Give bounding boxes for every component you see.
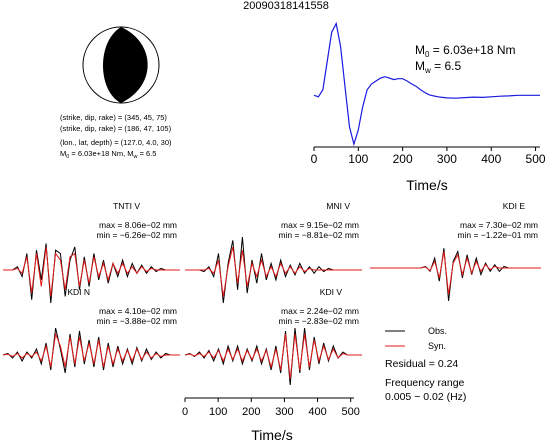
waveform-x-tick-label: 400 [308, 406, 326, 418]
figure-title: 20090318141558 [243, 0, 329, 12]
waveform-x-tick-label: 500 [342, 406, 360, 418]
stf-m0-sym: M [415, 43, 425, 57]
moment-value: = 6.03e+18 Nm, [69, 149, 127, 158]
station-label: TNTI V [113, 201, 140, 211]
stf-x-tick-label: 500 [526, 152, 546, 166]
stf-m0-val: = 6.03e+18 Nm [429, 43, 515, 57]
synthetic-waveform [184, 333, 362, 380]
magnitude-sub: w [133, 154, 138, 160]
stf-x-tick-label: 400 [481, 152, 501, 166]
moment-line: M0 = 6.03e+18 Nm, Mw = 6.5 [60, 149, 156, 160]
legend-syn-label: Syn. [428, 341, 446, 351]
stf-x-tick-label: 0 [311, 152, 318, 166]
stf-mw-sym: M [415, 59, 425, 73]
station-label: KDI E [503, 201, 526, 211]
location-line: (lon., lat, depth) = (127.0, 4.0, 30) [60, 138, 172, 147]
observed-waveform [370, 248, 541, 302]
stf-m0-sub: 0 [425, 50, 430, 59]
synthetic-waveform [370, 251, 541, 295]
frequency-range-value: 0.005 − 0.02 (Hz) [385, 391, 466, 403]
waveform-x-axis-label: Time/s [251, 427, 292, 443]
magnitude-value: = 6.5 [138, 149, 157, 158]
waveform-x-tick-label: 0 [182, 406, 188, 418]
stf-magnitude-text: Mw = 6.5 [415, 59, 461, 75]
synthetic-waveform [3, 246, 180, 297]
station-min-label: min = −2.83e−02 mm [278, 316, 359, 326]
station-min-label: min = −8.81e−02 mm [278, 230, 359, 240]
waveform-x-tick-label: 300 [275, 406, 293, 418]
moment-sub: 0 [66, 154, 69, 160]
stf-x-tick-label: 100 [348, 152, 368, 166]
focal-mechanism-beachball [82, 26, 160, 104]
station-max-label: max = 4.10e−02 mm [99, 306, 177, 316]
moment-sym: M [60, 149, 66, 158]
station-min-label: min = −3.88e−02 mm [96, 316, 177, 326]
stf-x-tick-label: 300 [437, 152, 457, 166]
mechanism-line-2: (strike, dip, rake) = (186, 47, 105) [60, 124, 172, 133]
legend: Obs. Syn. Residual = 0.24 Frequency rang… [385, 326, 466, 403]
waveform-x-tick-label: 100 [209, 406, 227, 418]
magnitude-sym: M [127, 149, 133, 158]
waveform-x-tick-label: 200 [242, 406, 260, 418]
stf-x-axis-label: Time/s [406, 177, 447, 193]
stf-moment-text: M0 = 6.03e+18 Nm [415, 43, 516, 59]
station-min-label: min = −1.22e−01 mm [457, 230, 538, 240]
synthetic-waveform [2, 332, 180, 368]
station-max-label: max = 2.24e−02 mm [281, 306, 359, 316]
residual-text: Residual = 0.24 [385, 358, 458, 370]
station-min-label: min = −6.26e−02 mm [96, 230, 177, 240]
frequency-range-label: Frequency range [385, 377, 465, 389]
station-label: KDI V [320, 287, 343, 297]
observed-waveform [2, 327, 180, 374]
station-label: MNI V [326, 201, 350, 211]
stf-curve [313, 21, 540, 147]
stf-panel: 0 100 200 300 400 500 Time/s [311, 21, 546, 193]
mechanism-line-1: (strike, dip, rake) = (345, 45, 75) [60, 113, 167, 122]
station-max-label: max = 8.06e−02 mm [99, 220, 177, 230]
station-max-label: max = 9.15e−02 mm [281, 220, 359, 230]
station-max-label: max = 7.30e−02 mm [460, 220, 538, 230]
stf-mw-sub: w [424, 66, 431, 75]
stf-x-tick-label: 200 [393, 152, 413, 166]
synthetic-waveform [185, 246, 362, 297]
compressional-quadrant [102, 27, 148, 103]
legend-obs-label: Obs. [428, 326, 447, 336]
station-label: KDI N [67, 287, 90, 297]
stf-mw-val: = 6.5 [431, 59, 462, 73]
